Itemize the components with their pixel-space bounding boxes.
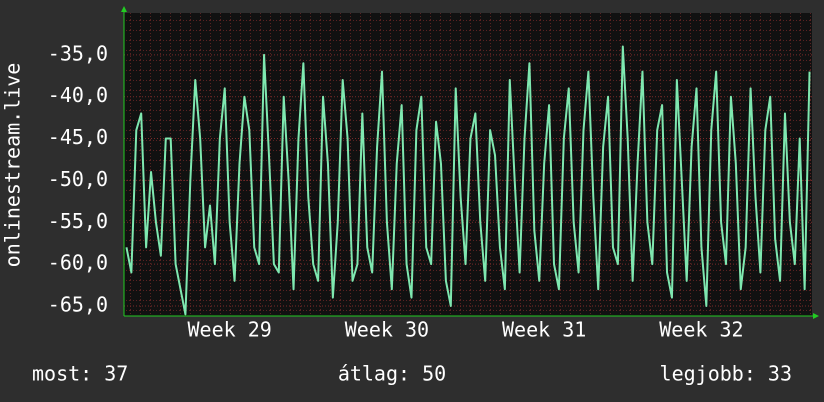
y-tick-label: -65,0	[48, 292, 108, 316]
y-tick-label: -50,0	[48, 167, 108, 191]
data-line	[125, 45, 811, 316]
x-tick-label: Week 29	[188, 318, 272, 342]
y-axis-label: onlinestream.live	[1, 63, 25, 268]
axis-arrow	[813, 313, 819, 319]
y-tick-label: -35,0	[48, 41, 108, 65]
y-tick-label: -55,0	[48, 209, 108, 233]
footer-current: most: 37	[32, 362, 128, 386]
footer-average: átlag: 50	[338, 362, 446, 386]
x-tick-label: Week 31	[502, 318, 586, 342]
x-tick-label: Week 32	[659, 318, 743, 342]
x-tick-label: Week 30	[345, 318, 429, 342]
y-tick-label: -40,0	[48, 83, 108, 107]
footer-best: legjobb: 33	[660, 362, 792, 386]
y-tick-label: -60,0	[48, 251, 108, 275]
axis-arrow	[121, 6, 127, 12]
y-tick-label: -45,0	[48, 125, 108, 149]
